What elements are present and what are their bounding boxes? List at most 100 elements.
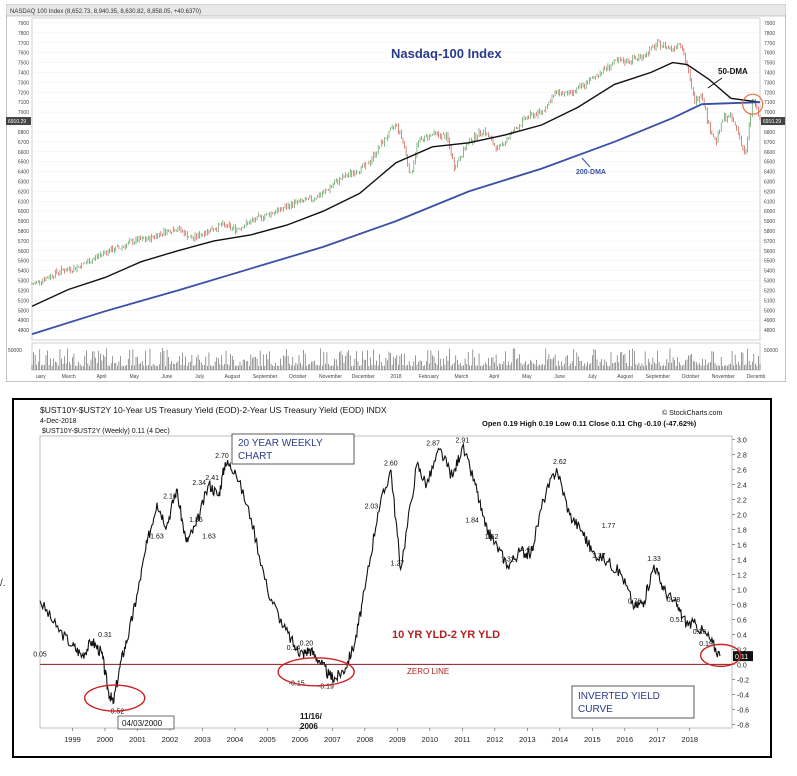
label-50-dma: 50-DMA [718, 67, 748, 76]
bottom-y-tick: 0.6 [737, 617, 747, 624]
top-x-tick: August [225, 374, 241, 380]
bottom-x-tick: 2017 [649, 735, 666, 744]
spread-point-label: -0.52 [108, 708, 124, 715]
spread-line [39, 442, 721, 705]
bottom-x-tick: 2008 [357, 735, 374, 744]
bottom-x-tick: 2014 [551, 735, 568, 744]
inversion-circle-2000 [84, 684, 146, 712]
spread-point-label: 1.85 [189, 517, 203, 524]
top-x-tick: April [96, 374, 106, 380]
top-y-tick-left: 6200 [18, 189, 29, 195]
top-y-tick-right: 5800 [764, 229, 775, 235]
bottom-x-tick: 2010 [422, 735, 439, 744]
bottom-y-tick: 2.2 [737, 498, 747, 505]
top-x-tick: August [617, 374, 633, 380]
current-value-badge [733, 651, 753, 662]
date1-box [117, 715, 175, 730]
top-x-tick: June [554, 374, 565, 380]
top-y-tick-left: 6600 [18, 150, 29, 156]
spread-point-label: 2.91 [456, 437, 470, 444]
spread-point-label: 1.33 [647, 556, 661, 563]
bottom-y-tick: 0.2 [737, 647, 747, 654]
top-y-tick-left: 6700 [18, 140, 29, 146]
spread-point-label: 2.62 [553, 459, 567, 466]
top-x-tick: July [588, 374, 597, 380]
bottom-y-tick: 1.4 [737, 558, 747, 565]
date2-label-a: 11/16/ [300, 712, 323, 721]
top-y-tick-left: 6000 [18, 209, 29, 215]
top-x-tick: May [522, 374, 532, 380]
bottom-x-tick: 2016 [616, 735, 633, 744]
top-y-tick-left: 5900 [18, 219, 29, 225]
top-y-tick-left: 5000 [18, 308, 29, 314]
spread-point-label: 0.31 [98, 632, 112, 639]
bottom-y-tick: 1.8 [737, 528, 747, 535]
spread-point-label: 0.05 [33, 652, 47, 659]
top-y-tick-right: 6600 [764, 150, 775, 156]
top-y-tick-right: 5400 [764, 269, 775, 275]
top-y-tick-left: 7900 [18, 21, 29, 27]
margin-mark: /. [0, 578, 6, 589]
top-y-tick-right: 6800 [764, 130, 775, 136]
spread-point-label: 2.34 [192, 480, 206, 487]
top-y-tick-right: 7900 [764, 21, 775, 27]
ma-50-line [31, 61, 761, 307]
top-x-tick: March [455, 374, 469, 380]
spread-point-label: 1.84 [465, 518, 479, 525]
top-y-tick-left: 4900 [18, 318, 29, 324]
arrow-200-dma [581, 157, 591, 168]
top-y-tick-left: 5500 [18, 259, 29, 265]
volume-panel [31, 342, 761, 371]
bottom-x-tick: 2007 [324, 735, 341, 744]
bottom-x-tick: 2005 [259, 735, 276, 744]
bottom-x-tick: 2003 [194, 735, 211, 744]
bottom-x-tick: 2002 [162, 735, 179, 744]
spread-point-label: 0.76 [628, 598, 642, 605]
spread-point-label: 0.19 [699, 641, 713, 648]
top-x-tick: July [195, 374, 204, 380]
top-y-tick-left: 7800 [18, 31, 29, 37]
top-price-badge-right-text: 6910.29 [763, 119, 781, 125]
top-y-tick-right: 6700 [764, 140, 775, 146]
top-y-tick-right: 5200 [764, 288, 775, 294]
date2-label-b: 2006 [300, 722, 318, 731]
top-y-tick-right: 7200 [764, 90, 775, 96]
spread-point-label: -0.19 [318, 684, 334, 691]
top-chart-title: Nasdaq-100 Index [391, 46, 502, 61]
crossover-circle [742, 93, 764, 115]
current-value-badge-text: 0.11 [735, 654, 748, 661]
top-x-tick: October [289, 374, 307, 380]
top-x-tick: November [319, 374, 342, 380]
top-y-tick-left: 7700 [18, 41, 29, 47]
top-y-tick-right: 6200 [764, 189, 775, 195]
top-y-tick-right: 7700 [764, 41, 775, 47]
top-y-tick-left: 7300 [18, 80, 29, 86]
spread-point-label: 2.60 [384, 461, 398, 468]
bottom-y-tick: 0.0 [737, 662, 747, 669]
bottom-x-tick: 2001 [129, 735, 146, 744]
spread-point-label: 0.14 [287, 645, 301, 652]
inversion-circle-2006 [277, 657, 355, 687]
spread-point-label: 1.46 [521, 546, 535, 553]
bottom-y-tick: -0.4 [737, 692, 749, 699]
bottom-y-tick: 2.6 [737, 468, 747, 475]
inverted-box-line1: INVERTED YIELD [578, 691, 660, 702]
weekly-box [231, 433, 355, 465]
top-y-tick-left: 7000 [18, 110, 29, 116]
top-y-tick-right: 7400 [764, 70, 775, 76]
top-y-tick-left: 6100 [18, 199, 29, 205]
spread-point-label: 1.27 [391, 560, 405, 567]
arrow-50-dma [707, 77, 723, 89]
top-y-tick-right: 6400 [764, 170, 775, 176]
bottom-y-tick: 2.0 [737, 513, 747, 520]
spread-point-label: 0.35 [693, 629, 707, 636]
bottom-x-tick: 2011 [454, 735, 470, 744]
spread-point-label: 1.63 [150, 533, 164, 540]
spread-point-label: 1.32 [501, 557, 515, 564]
bottom-x-tick: 2009 [389, 735, 406, 744]
spread-point-label: 1.62 [485, 534, 499, 541]
top-y-tick-left: 5700 [18, 239, 29, 245]
ma-200-line [31, 101, 761, 335]
top-price-badge-left-text: 6910.29 [8, 119, 26, 125]
top-y-tick-right: 4900 [764, 318, 775, 324]
